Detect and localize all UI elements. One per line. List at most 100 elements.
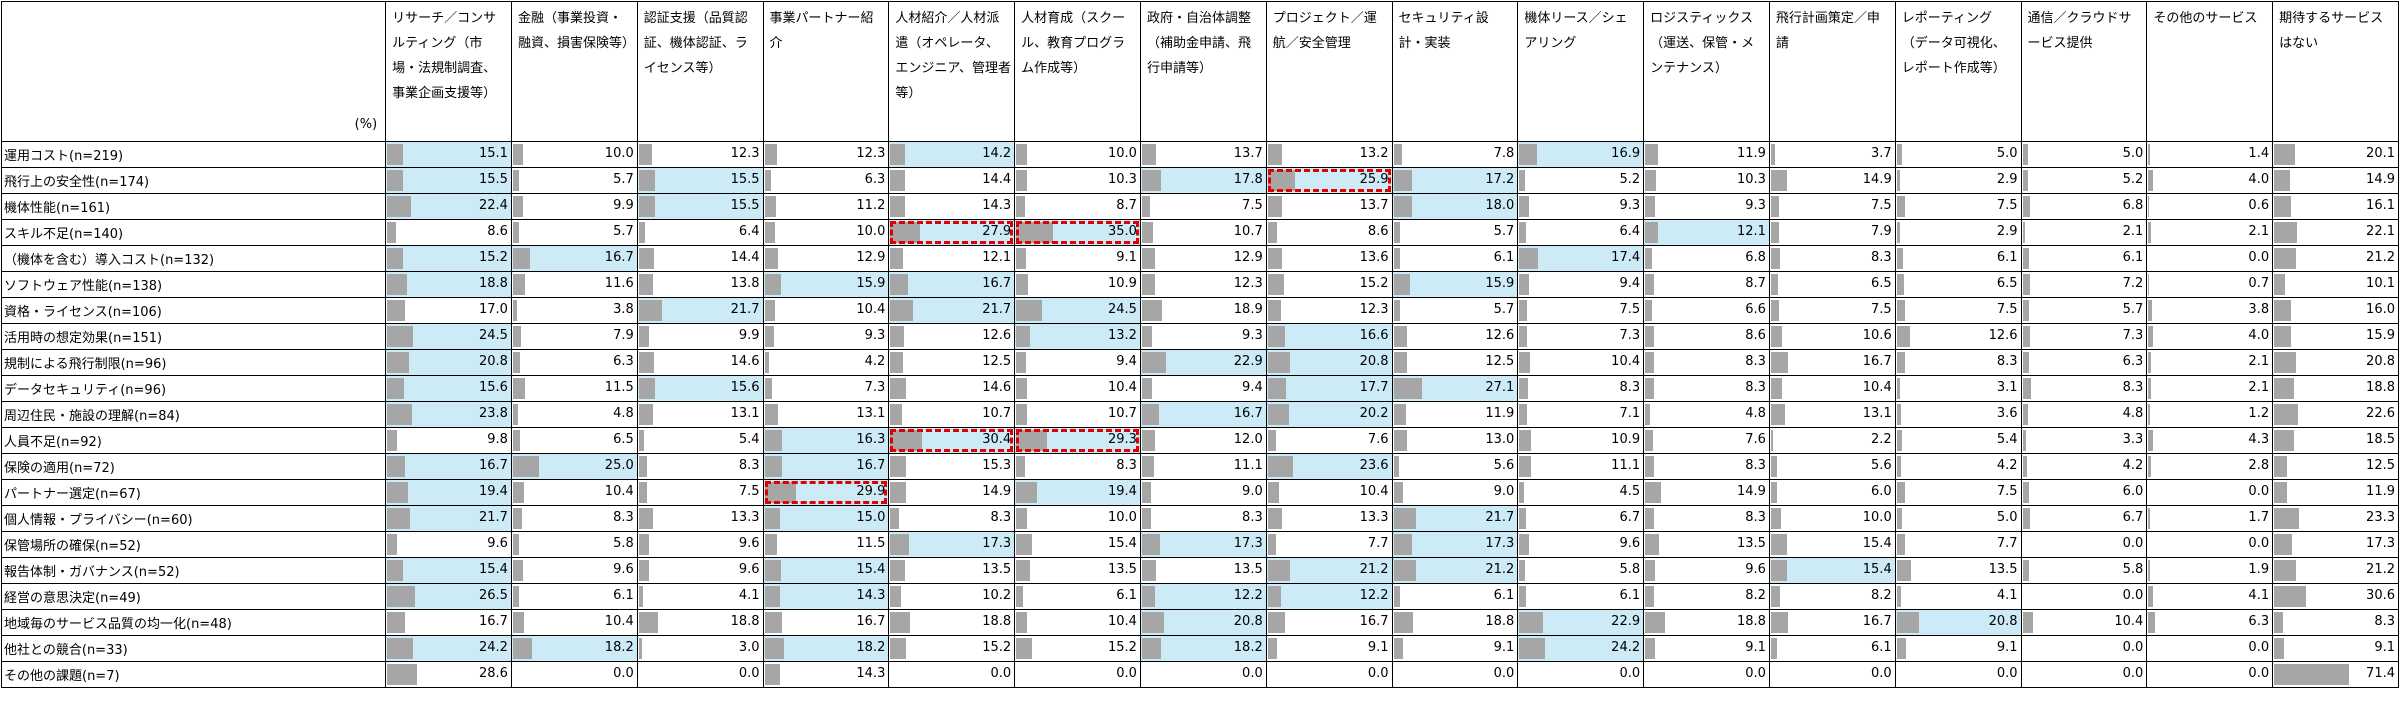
value-bar: [2022, 300, 2029, 321]
data-cell: 11.5: [510, 375, 638, 402]
value-label: 16.1: [2366, 198, 2395, 213]
value-bar: [2022, 170, 2029, 191]
data-cell: 0.0: [1014, 661, 1141, 688]
data-cell: 5.7: [510, 167, 638, 194]
data-cell: 19.4: [385, 479, 512, 506]
row-label: スキル不足(n=140): [0, 219, 387, 246]
data-cell: 15.9: [2272, 323, 2399, 350]
value-label: 5.0: [2122, 146, 2144, 161]
value-label: 8.6: [1745, 328, 1766, 343]
value-label: 5.4: [738, 432, 760, 447]
value-label: 1.2: [2248, 406, 2270, 421]
data-cell: 11.5: [762, 531, 890, 558]
data-cell: 23.6: [1265, 453, 1393, 480]
value-bar: [638, 170, 656, 191]
value-bar: [2022, 274, 2031, 295]
value-bar: [1645, 196, 1655, 217]
data-cell: 4.8: [2020, 401, 2148, 428]
value-label: 6.4: [1619, 224, 1641, 239]
value-label: 9.3: [1745, 198, 1766, 213]
value-label: 21.2: [2366, 562, 2395, 577]
column-header: 通信／クラウドサービス提供: [2020, 1, 2148, 142]
data-cell: 15.4: [1014, 531, 1141, 558]
value-bar: [2022, 248, 2029, 269]
value-bar: [638, 638, 642, 659]
value-bar: [512, 352, 520, 373]
value-label: 71.4: [2366, 666, 2395, 681]
value-bar: [890, 300, 914, 321]
data-cell: 17.4: [1517, 245, 1645, 272]
column-header: 人材育成（スクール、教育プログラム作成等）: [1014, 1, 1141, 142]
column-header: 事業パートナー紹介: [762, 1, 890, 142]
value-bar: [1267, 222, 1277, 243]
value-label: 7.6: [1367, 432, 1389, 447]
data-cell: 6.1: [1391, 245, 1519, 272]
value-bar: [387, 404, 413, 425]
value-bar: [1267, 274, 1284, 295]
value-bar: [1267, 170, 1295, 191]
value-bar: [1141, 352, 1166, 373]
data-cell: 1.9: [2146, 557, 2274, 584]
value-label: 6.1: [1493, 588, 1515, 603]
value-bar: [1645, 482, 1661, 503]
data-cell: 8.3: [1894, 349, 2022, 376]
value-bar: [1519, 326, 1528, 347]
data-cell: 13.1: [762, 401, 890, 428]
data-cell: 11.9: [2272, 479, 2399, 506]
value-label: 15.2: [479, 250, 508, 265]
value-bar: [1393, 430, 1408, 451]
value-label: 4.1: [2248, 588, 2270, 603]
unit-label: (%): [354, 117, 378, 132]
value-bar: [2148, 326, 2153, 347]
value-bar: [387, 326, 413, 347]
value-label: 0.0: [2122, 640, 2144, 655]
row-label: ソフトウェア性能(n=138): [0, 271, 387, 298]
value-bar: [1770, 274, 1778, 295]
value-bar: [1267, 378, 1287, 399]
data-cell: 1.2: [2146, 401, 2274, 428]
data-cell: 8.3: [1643, 375, 1770, 402]
value-bar: [2022, 378, 2032, 399]
data-cell: 15.2: [1014, 635, 1141, 662]
data-cell: 27.9: [888, 219, 1016, 246]
value-bar: [387, 248, 404, 269]
value-label: 6.6: [1745, 302, 1766, 317]
value-label: 2.2: [1871, 432, 1892, 447]
value-label: 13.8: [730, 276, 760, 291]
value-label: 6.3: [864, 172, 886, 187]
data-cell: 7.3: [2020, 323, 2148, 350]
value-label: 0.0: [1116, 666, 1137, 681]
value-label: 7.3: [1619, 328, 1641, 343]
value-bar: [1016, 248, 1026, 269]
table-row: 活用時の想定効果(n=151) 24.5 7.9 9.9 9.3 12.6 13.2 9.3 1…: [0, 323, 2399, 350]
value-label: 6.0: [2122, 484, 2144, 499]
value-label: 8.3: [990, 510, 1012, 525]
value-label: 4.1: [738, 588, 760, 603]
value-bar: [1393, 274, 1411, 295]
data-cell: 23.3: [2272, 505, 2399, 532]
value-bar: [1896, 482, 1905, 503]
value-label: 13.1: [856, 406, 886, 421]
value-bar: [1016, 456, 1025, 477]
value-bar: [1770, 352, 1789, 373]
value-label: 8.6: [1367, 224, 1389, 239]
value-label: 10.2: [982, 588, 1012, 603]
data-cell: 14.9: [1768, 167, 1896, 194]
value-bar: [638, 144, 652, 165]
value-label: 1.4: [2248, 146, 2270, 161]
value-bar: [1519, 586, 1526, 607]
value-bar: [890, 612, 911, 633]
data-cell: 14.6: [636, 349, 764, 376]
value-bar: [387, 612, 405, 633]
value-label: 8.3: [1871, 250, 1892, 265]
value-label: 7.2: [2122, 276, 2144, 291]
value-label: 17.3: [2366, 536, 2395, 551]
data-cell: 2.1: [2146, 375, 2274, 402]
value-label: 18.9: [1233, 302, 1263, 317]
data-cell: 16.7: [1768, 349, 1896, 376]
data-cell: 18.8: [636, 609, 764, 636]
value-bar: [1141, 638, 1162, 659]
data-cell: 5.2: [2020, 167, 2148, 194]
value-label: 10.4: [1359, 484, 1389, 499]
value-bar: [1770, 612, 1789, 633]
